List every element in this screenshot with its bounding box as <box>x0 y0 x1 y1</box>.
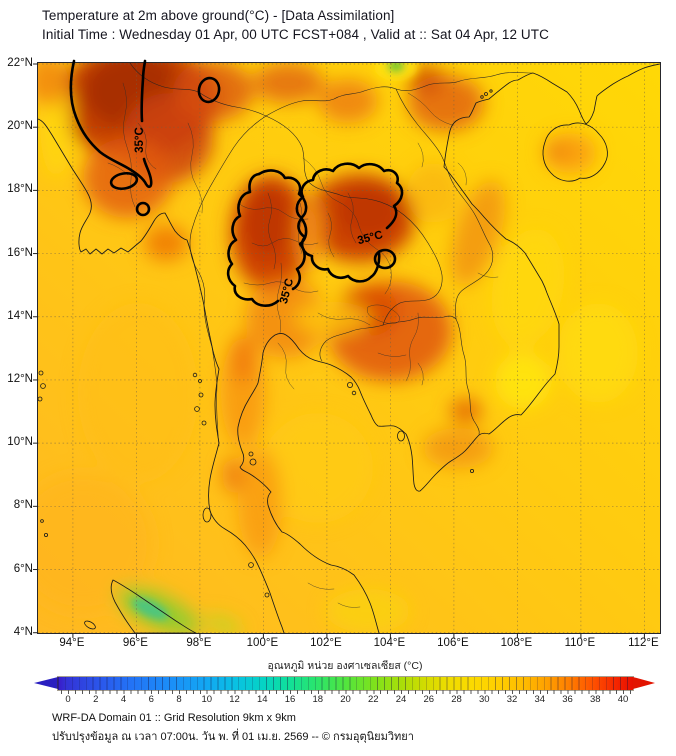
colorbar-tick-label: 6 <box>148 694 154 705</box>
title-line-1: Temperature at 2m above ground(°C) - [Da… <box>42 8 395 23</box>
y-tick-label: 18°N <box>7 183 33 196</box>
x-tick-label: 98°E <box>186 637 212 649</box>
x-tick-label: 110°E <box>564 637 596 649</box>
colorbar-tick-label: 24 <box>395 694 407 705</box>
x-tick-label: 104°E <box>373 637 406 649</box>
x-tick-label: 100°E <box>246 637 279 649</box>
colorbar-tick-label: 0 <box>65 694 71 705</box>
colorbar-tick-label: 26 <box>423 694 435 705</box>
map-canvas: 35°C 35°C 35°C <box>33 59 661 638</box>
colorbar-tick-label: 30 <box>478 694 490 705</box>
colorbar-tick-label: 12 <box>229 694 240 705</box>
colorbar-tick-label: 34 <box>534 694 546 705</box>
tonle-sap-lake <box>366 304 400 324</box>
colorbar-tick-label: 36 <box>562 694 573 705</box>
y-tick-label: 22°N <box>7 57 33 69</box>
x-tick-label: 96°E <box>122 637 148 649</box>
colorbar-tick-label: 20 <box>340 694 351 705</box>
colorbar-tick-label: 28 <box>451 694 462 705</box>
colorbar-right-arrow <box>633 677 655 689</box>
colorbar: 0 2 4 6 8 10 12 14 16 18 20 22 24 26 28 30 32 34 36 38 40 <box>34 676 656 705</box>
colorbar-title: อุณหภูมิ หน่วย องศาเซลเซียส (°C) <box>267 660 423 672</box>
colorbar-tick-label: 4 <box>120 694 127 705</box>
coastlines <box>37 63 661 634</box>
colorbar-left-arrow <box>34 677 58 689</box>
colorbar-gradient <box>57 676 634 691</box>
y-tick-label: 8°N <box>13 499 33 512</box>
axis-ticks <box>33 63 645 638</box>
title-line-2: Initial Time : Wednesday 01 Apr, 00 UTC … <box>42 27 549 42</box>
y-tick-label: 4°N <box>13 625 33 638</box>
colorbar-tick-label: 10 <box>201 694 213 705</box>
colorbar-tick-label: 16 <box>284 694 296 705</box>
map-plot: 35°C 35°C 35°C <box>33 59 661 638</box>
colorbar-tick-label: 22 <box>367 694 379 705</box>
footer-update-info: ปรับปรุงข้อมูล ณ เวลา 07:00น. วัน พ. ที่… <box>52 731 414 743</box>
contour-label-myanmar: 35°C <box>134 127 146 153</box>
national-borders <box>129 62 534 447</box>
y-tick-label: 16°N <box>7 246 33 259</box>
y-tick-label: 10°N <box>7 436 33 449</box>
colorbar-tick-label: 8 <box>176 694 182 705</box>
colorbar-tick-label: 18 <box>312 694 324 705</box>
colorbar-tick-label: 40 <box>617 694 629 705</box>
sumatra-coast <box>110 579 197 634</box>
y-tick-label: 14°N <box>7 309 33 322</box>
colorbar-tick-label: 14 <box>256 694 268 705</box>
x-tick-label: 112°E <box>628 637 659 649</box>
small-islands <box>37 89 493 630</box>
x-tick-label: 102°E <box>310 637 342 649</box>
y-tick-label: 20°N <box>7 120 33 133</box>
y-tick-label: 12°N <box>7 372 33 385</box>
colorbar-tick-label: 2 <box>93 694 99 705</box>
footer-model-info: WRF-DA Domain 01 :: Grid Resolution 9km … <box>52 712 296 724</box>
x-tick-label: 94°E <box>59 637 85 649</box>
y-tick-label: 6°N <box>13 562 33 575</box>
hainan-island <box>542 122 608 182</box>
colorbar-tickmarks <box>58 690 633 694</box>
colorbar-tick-label: 38 <box>589 694 601 705</box>
x-tick-label: 108°E <box>500 637 533 649</box>
colorbar-tick-label: 32 <box>506 694 518 705</box>
grid-lines <box>38 63 660 634</box>
x-tick-label: 106°E <box>437 637 469 649</box>
